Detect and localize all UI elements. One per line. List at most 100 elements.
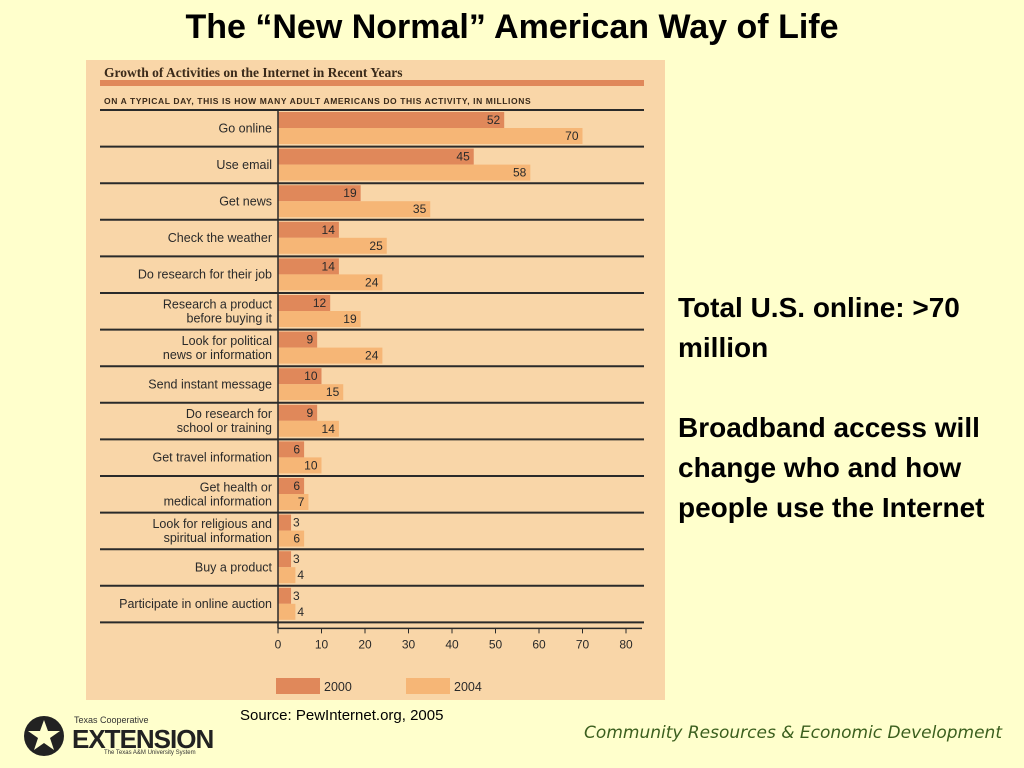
category-label: Go online <box>218 121 272 135</box>
bar-2004 <box>278 237 387 254</box>
side-text: Total U.S. online: >70 million Broadband… <box>678 288 1018 568</box>
category-label: Do research for their job <box>138 268 272 282</box>
title-rule <box>100 80 644 86</box>
category-label-line: spiritual information <box>164 531 272 545</box>
side-text-total-online: Total U.S. online: >70 million <box>678 292 960 363</box>
bar-2000 <box>278 368 322 385</box>
extension-logo: Texas Cooperative EXTENSION The Texas A&… <box>22 712 214 762</box>
data-label: 6 <box>293 442 300 456</box>
category-label-line: Buy a product <box>195 561 273 575</box>
bar-2004 <box>278 567 296 584</box>
bar-2000 <box>278 295 331 311</box>
legend-label-2000: 2000 <box>324 680 352 694</box>
x-tick-label: 10 <box>315 637 329 651</box>
category-label: Buy a product <box>195 561 273 575</box>
category-label-line: medical information <box>164 494 272 508</box>
data-label: 6 <box>293 479 300 493</box>
data-label: 45 <box>456 150 470 164</box>
bar-2000 <box>278 587 292 604</box>
bar-chart: Growth of Activities on the Internet in … <box>100 65 644 694</box>
data-label: 35 <box>413 202 427 216</box>
side-text-broadband: Broadband access will change who and how… <box>678 412 985 523</box>
legend-swatch-2000 <box>276 678 320 694</box>
slide-title: The “New Normal” American Way of Life <box>185 8 839 46</box>
category-label-line: Get travel information <box>153 451 273 465</box>
source-note: Source: PewInternet.org, 2005 <box>240 707 444 724</box>
x-tick-label: 20 <box>358 637 372 651</box>
category-label-line: Do research for their job <box>138 268 272 282</box>
category-label-line: Research a product <box>163 297 273 311</box>
bar-2004 <box>278 274 383 291</box>
data-label: 15 <box>326 385 340 399</box>
category-label: Use email <box>216 158 272 172</box>
x-tick-label: 60 <box>532 637 546 651</box>
bar-2000 <box>278 148 474 165</box>
data-label: 14 <box>322 223 336 237</box>
bar-2000 <box>278 331 318 348</box>
bar-2000 <box>278 404 318 421</box>
x-tick-label: 70 <box>576 637 590 651</box>
bar-2004 <box>278 128 583 144</box>
data-label: 58 <box>513 166 527 180</box>
data-label: 24 <box>365 275 379 289</box>
texas-star-icon <box>24 716 64 756</box>
category-label: Get travel information <box>153 451 273 465</box>
category-label: Look for religious and spiritual informat… <box>152 517 272 545</box>
category-label: Check the weather <box>168 231 272 245</box>
category-label: Look for political news or information <box>163 334 272 362</box>
category-label: Send instant message <box>148 378 272 392</box>
category-label-line: Send instant message <box>148 378 272 392</box>
x-tick-label: 80 <box>619 637 633 651</box>
bar-2004 <box>278 347 383 364</box>
data-label: 19 <box>343 312 357 326</box>
bar-2000 <box>278 441 305 458</box>
category-label: Research a product before buying it <box>163 297 273 325</box>
bar-2004 <box>278 201 431 218</box>
data-label: 10 <box>304 458 318 472</box>
footer-department: Community Resources & Economic Developme… <box>584 723 1002 743</box>
x-tick-label: 40 <box>445 637 459 651</box>
category-label-line: Go online <box>218 121 272 135</box>
category-label-line: Use email <box>216 158 272 172</box>
data-label: 12 <box>313 296 327 310</box>
data-label: 70 <box>565 129 579 143</box>
bar-2000 <box>278 185 361 202</box>
bar-2004 <box>278 420 339 437</box>
data-label: 3 <box>293 516 300 530</box>
category-label-line: school or training <box>177 421 272 435</box>
bar-2004 <box>278 384 344 401</box>
category-label-line: Participate in online auction <box>119 597 272 611</box>
legend-swatch-2004 <box>406 678 450 694</box>
category-label: Participate in online auction <box>119 597 272 611</box>
x-tick-label: 50 <box>489 637 503 651</box>
logo-text-main: EXTENSION <box>72 724 214 754</box>
category-label-line: Get news <box>219 195 272 209</box>
bar-2000 <box>278 258 339 275</box>
data-label: 6 <box>293 532 300 546</box>
bar-2004 <box>278 164 531 181</box>
category-label-line: Look for religious and <box>152 517 272 531</box>
data-label: 10 <box>304 369 318 383</box>
bar-2000 <box>278 551 292 568</box>
data-label: 3 <box>293 589 300 603</box>
bar-2004 <box>278 311 361 327</box>
data-label: 9 <box>306 406 313 420</box>
category-label-line: Get health or <box>200 480 272 494</box>
bar-2000 <box>278 221 339 238</box>
chart-title: Growth of Activities on the Internet in … <box>104 65 402 80</box>
data-label: 52 <box>487 113 501 127</box>
data-label: 24 <box>365 349 379 363</box>
category-label-line: before buying it <box>187 311 273 325</box>
data-label: 7 <box>298 495 305 509</box>
category-label: Do research for school or training <box>177 407 272 435</box>
category-label-line: Check the weather <box>168 231 272 245</box>
category-label-line: Look for political <box>182 334 272 348</box>
data-label: 14 <box>322 259 336 273</box>
data-label: 19 <box>343 186 357 200</box>
legend-label-2004: 2004 <box>454 680 482 694</box>
data-label: 4 <box>297 568 304 582</box>
chart-panel: Growth of Activities on the Internet in … <box>86 60 665 700</box>
logo-text-top: Texas Cooperative <box>74 715 149 725</box>
category-label-line: news or information <box>163 348 272 362</box>
bar-2004 <box>278 603 296 620</box>
